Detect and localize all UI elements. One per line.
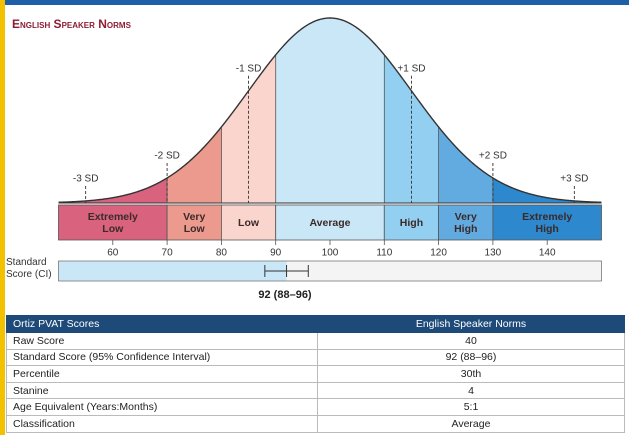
table-cell: Stanine (6, 381, 318, 400)
band-label: Low (221, 205, 275, 240)
header-cell: English Speaker Norms (317, 315, 625, 333)
band-label-text: Extremely Low (87, 210, 138, 235)
curve-section (438, 126, 493, 203)
band (58, 204, 168, 241)
band-label-text: High (399, 216, 424, 229)
band-label: High (384, 205, 438, 240)
table-cell: 30th (317, 365, 625, 383)
sd-label: +1 SD (397, 63, 425, 74)
sd-label: -3 SD (73, 174, 99, 185)
sd-label: -2 SD (154, 151, 180, 162)
table-cell: 40 (317, 332, 625, 350)
x-tick-label: 70 (162, 248, 174, 259)
table-cell: Classification (6, 414, 318, 433)
x-tick-label: 110 (376, 248, 392, 259)
table-row: Raw Score 40 (6, 332, 625, 350)
table-cell: Average (317, 414, 625, 433)
band-label-text: Extremely High (522, 210, 573, 235)
x-tick-label: 130 (485, 248, 502, 259)
band (492, 204, 602, 241)
table-cell: Percentile (6, 365, 318, 383)
side-stripe (0, 0, 5, 435)
band-label-text: Very High (454, 210, 478, 235)
band-label: Extremely High (493, 205, 602, 240)
x-tick-label: 140 (539, 248, 556, 259)
table-cell: 92 (88–96) (317, 348, 625, 367)
score-table: Ortiz PVAT Scores English Speaker Norms … (6, 315, 625, 433)
chart: -3 SD -2 SD -1 SD +1 SD +2 SD +3 SD 60 70 80 90 10… (58, 17, 602, 282)
band-label: Very High (439, 205, 493, 240)
band-label: Extremely Low (59, 205, 168, 240)
x-tick-label: 80 (216, 248, 228, 259)
x-tick-label: 60 (107, 248, 119, 259)
score-bar (59, 261, 287, 281)
band (166, 204, 222, 241)
table-header: Ortiz PVAT Scores English Speaker Norms (6, 315, 625, 333)
table-row: Stanine 4 (6, 381, 625, 400)
band (438, 204, 494, 241)
band-label-text: Very Low (183, 210, 206, 235)
band-label: Very Low (167, 205, 221, 240)
sd-label: +2 SD (479, 151, 507, 162)
band-label-text: Low (238, 216, 260, 229)
table-row: Age Equivalent (Years:Months) 5:1 (6, 398, 625, 416)
curve-section (275, 18, 385, 204)
header-cell: Ortiz PVAT Scores (6, 315, 318, 333)
table-cell: Standard Score (95% Confidence Interval) (6, 348, 318, 367)
band-label: Average (276, 205, 385, 240)
sd-label: -1 SD (236, 63, 262, 74)
sd-label: +3 SD (560, 174, 588, 185)
curve-section (384, 54, 439, 203)
curve-section (492, 177, 602, 203)
title: English Speaker Norms (12, 17, 131, 31)
curve-section (58, 177, 168, 203)
score-value: 92 (88–96) (258, 289, 312, 301)
band (220, 204, 277, 241)
curve-section (221, 54, 276, 203)
bell-curve (58, 17, 602, 203)
table-row: Standard Score (95% Confidence Interval)… (6, 348, 625, 367)
table-cell: Age Equivalent (Years:Months) (6, 398, 318, 416)
table-row: Classification Average (6, 414, 625, 433)
x-tick-label: 120 (430, 248, 447, 259)
curve-section (167, 126, 222, 203)
band-label-text: Average (309, 216, 351, 229)
top-stripe (0, 0, 629, 5)
table-cell: 5:1 (317, 398, 625, 416)
table-cell: Raw Score (6, 332, 318, 350)
table-cell: 4 (317, 381, 625, 400)
table-row: Percentile 30th (6, 365, 625, 383)
x-tick-label: 100 (322, 248, 339, 259)
x-tick-label: 90 (270, 248, 282, 259)
score-label: Standard Score (CI) (6, 257, 52, 280)
